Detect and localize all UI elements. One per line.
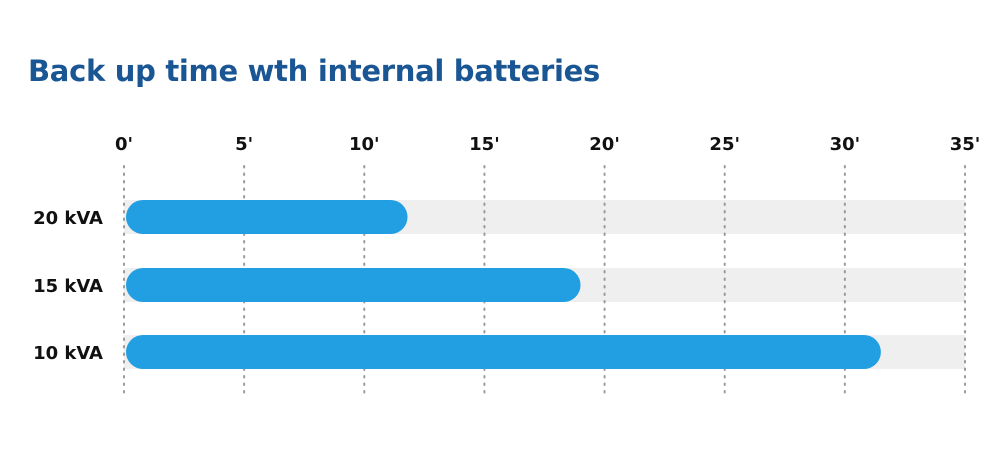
x-tick-label: 25' — [709, 134, 740, 155]
x-tick-label: 0' — [115, 134, 133, 155]
x-tick-label: 20' — [589, 134, 620, 155]
bar — [126, 268, 581, 302]
x-tick-label: 15' — [469, 134, 500, 155]
bar — [126, 200, 408, 234]
chart-title: Back up time wth internal batteries — [28, 54, 600, 88]
category-label: 10 kVA — [33, 343, 103, 364]
category-label: 15 kVA — [33, 276, 103, 297]
x-tick-label: 10' — [349, 134, 380, 155]
x-tick-label: 35' — [950, 134, 981, 155]
bar — [126, 335, 881, 369]
x-tick-label: 5' — [235, 134, 253, 155]
x-tick-label: 30' — [830, 134, 861, 155]
category-label: 20 kVA — [33, 208, 103, 229]
